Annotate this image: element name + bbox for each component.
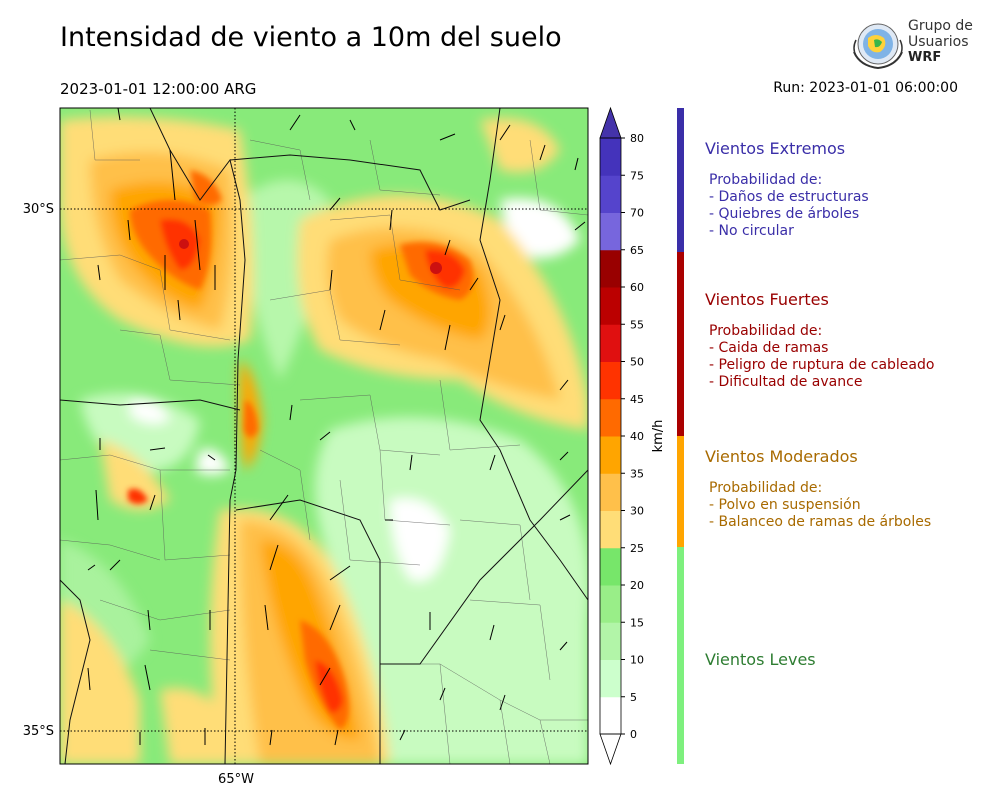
category-bar <box>677 436 684 547</box>
map-frame <box>59 107 589 765</box>
colorbar-tick-label: 45 <box>630 393 644 406</box>
wind-vectors <box>87 108 586 746</box>
category-title: Vientos Fuertes <box>705 290 829 309</box>
category-title: Vientos Moderados <box>705 447 858 466</box>
globe-logo-icon <box>853 23 903 70</box>
category-item: - No circular <box>709 223 794 239</box>
colorbar-segment <box>600 287 621 325</box>
logo-line-3: WRF <box>908 50 942 65</box>
map-title: Intensidad de viento a 10m del suelo <box>60 22 562 53</box>
colorbar-tick-label: 35 <box>630 467 644 480</box>
colorbar-tick-label: 50 <box>630 356 644 369</box>
lat-label-35s: 35°S <box>23 724 54 739</box>
colorbar-tick-label: 75 <box>630 169 644 182</box>
category-item: - Dificultad de avance <box>709 374 863 390</box>
colorbar-tick-label: 40 <box>630 430 644 443</box>
colorbar-unit-label: km/h <box>651 420 666 453</box>
colorbar: 0 5 10 15 20 25 30 35 40 45 50 55 60 65 70 75 80 <box>599 106 644 766</box>
run-time-label: Run: 2023-01-01 06:00:00 <box>773 80 958 96</box>
colorbar-segment <box>600 659 621 698</box>
category-bars <box>677 108 684 764</box>
colorbar-under-extension <box>599 733 622 766</box>
colorbar-segment <box>600 175 621 213</box>
category-bar <box>677 252 684 436</box>
category-item: - Peligro de ruptura de cableado <box>709 357 935 373</box>
colorbar-segment <box>600 212 621 251</box>
category-item: - Quiebres de árboles <box>709 206 860 222</box>
lon-label-65w: 65°W <box>218 772 254 787</box>
colorbar-segment <box>600 361 621 400</box>
colorbar-segment <box>600 436 621 474</box>
colorbar-segment <box>600 622 621 660</box>
colorbar-segment <box>600 249 621 288</box>
colorbar-tick-label: 80 <box>630 132 644 145</box>
colorbar-segment <box>600 696 621 735</box>
colorbar-tick-label: 20 <box>630 579 644 592</box>
category-item: - Daños de estructuras <box>709 189 869 205</box>
category-item: - Balanceo de ramas de árboles <box>709 514 932 530</box>
colorbar-tick-label: 0 <box>630 728 637 741</box>
colorbar-segment <box>600 398 621 437</box>
colorbar-segment <box>600 138 621 176</box>
colorbar-tick-label: 15 <box>630 616 644 629</box>
colorbar-tick-label: 30 <box>630 505 644 518</box>
category-bar <box>677 108 684 252</box>
lat-label-30s: 30°S <box>23 202 54 217</box>
colorbar-segment <box>600 585 621 623</box>
category-item: Probabilidad de: <box>709 172 823 188</box>
category-description: Probabilidad de: - Polvo en suspensión - B… <box>709 480 931 531</box>
category-item: - Polvo en suspensión <box>709 497 861 513</box>
colorbar-tick-label: 10 <box>630 654 644 667</box>
category-item: - Caida de ramas <box>709 340 829 356</box>
category-bar <box>677 547 684 764</box>
colorbar-tick-label: 25 <box>630 542 644 555</box>
colorbar-over-extension <box>599 106 622 139</box>
category-title: Vientos Extremos <box>705 139 846 158</box>
category-title: Vientos Leves <box>705 650 816 669</box>
logo-line-2: Usuarios <box>908 34 969 50</box>
colorbar-tick-label: 65 <box>630 244 644 257</box>
category-item: Probabilidad de: <box>709 480 823 496</box>
colorbar-tick-label: 5 <box>630 691 637 704</box>
colorbar-segment <box>600 547 621 586</box>
category-description: Probabilidad de: - Daños de estructuras - … <box>709 172 869 240</box>
colorbar-tick-label: 55 <box>630 318 644 331</box>
colorbar-segment <box>600 510 621 549</box>
colorbar-tick-label: 60 <box>630 281 644 294</box>
logo-line-1: Grupo de <box>908 18 973 34</box>
category-description: Probabilidad de: - Caida de ramas - Peligr… <box>709 323 934 391</box>
colorbar-segment <box>600 324 621 362</box>
valid-time-label: 2023-01-01 12:00:00 ARG <box>60 80 257 98</box>
category-item: Probabilidad de: <box>709 323 823 339</box>
grupo-usuarios-wrf-logo: Grupo de Usuarios WRF <box>848 18 973 72</box>
colorbar-tick-label: 70 <box>630 207 644 220</box>
wind-speed-field <box>60 108 588 764</box>
colorbar-segment <box>600 473 621 511</box>
